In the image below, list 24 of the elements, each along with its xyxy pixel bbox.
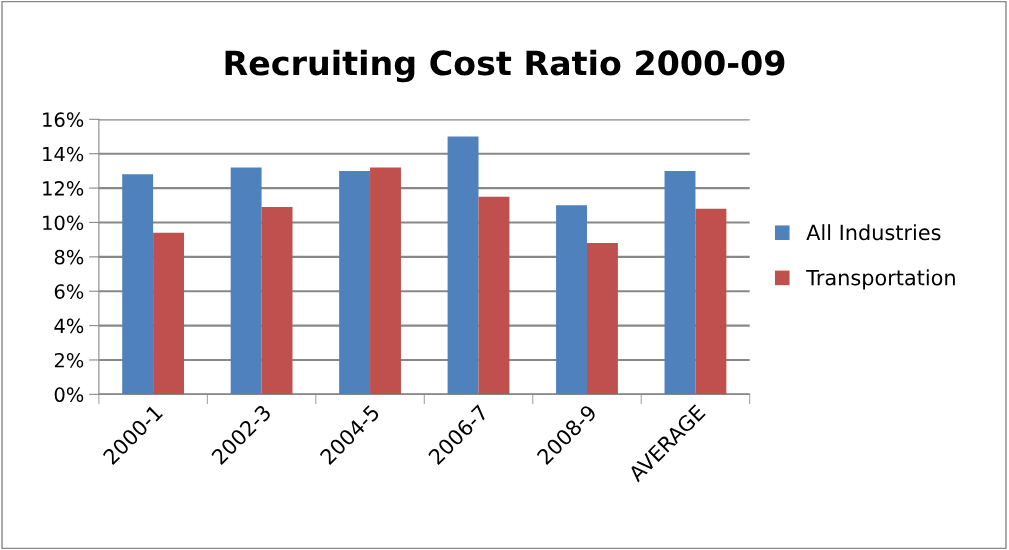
legend-label: Transportation: [806, 269, 955, 290]
bar: [695, 208, 727, 395]
y-tick-label: 10%: [43, 215, 84, 231]
bar: [153, 232, 185, 395]
legend-label: All Industries: [806, 224, 941, 241]
y-tick-label: 14%: [43, 146, 84, 162]
bar: [478, 196, 510, 395]
bar: [370, 167, 401, 395]
y-tick-label: 12%: [43, 181, 84, 196]
y-tick-label: 6%: [54, 284, 84, 299]
bar: [586, 243, 618, 395]
y-tick-label: 2%: [54, 352, 84, 368]
y-tick-label: 0%: [54, 387, 84, 403]
bar: [261, 207, 293, 395]
bar: [664, 170, 696, 395]
bar: [556, 205, 587, 395]
chart-title: Recruiting Cost Ratio 2000-09: [225, 49, 785, 83]
bar: [230, 167, 262, 395]
bar: [447, 136, 479, 395]
bar: [122, 174, 154, 395]
y-tick-label: 8%: [54, 249, 84, 265]
y-tick-label: 4%: [54, 318, 84, 334]
y-tick-label: 16%: [43, 112, 84, 128]
bar: [339, 170, 371, 395]
